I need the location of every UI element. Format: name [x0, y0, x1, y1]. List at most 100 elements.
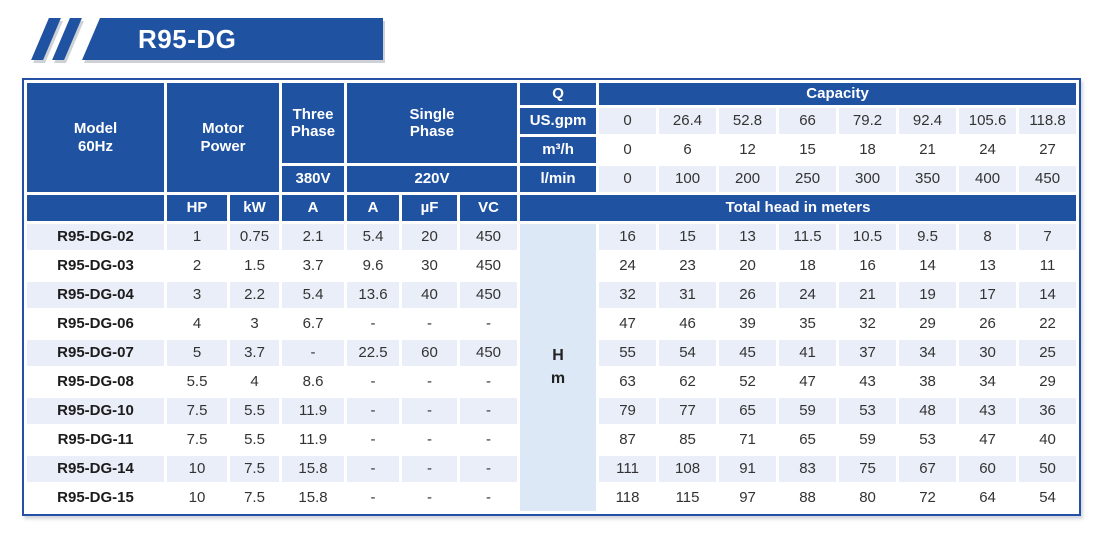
head-value-cell: 65	[799, 431, 816, 449]
capacity-value-cell: 26.4	[659, 108, 717, 134]
head-value-cell: 54	[659, 340, 717, 366]
spec-row: R95-DG-08 5.5 4 8.6 - - - 63 62 52 47 43 38 34 29	[27, 369, 1076, 395]
a-single-cell: 13.6	[347, 282, 400, 308]
kw-cell: 7.5	[230, 456, 280, 482]
model-cell: R95-DG-14	[27, 456, 164, 482]
vc-cell: -	[460, 398, 518, 424]
head-value-cell: 13	[979, 257, 996, 275]
spec-row: R95-DG-14 10 7.5 15.8- - -111 108 91 83 75 67 60 50	[27, 456, 1077, 482]
capacity-value-cell: 79.2	[839, 108, 897, 134]
head-value-cell: 59	[779, 398, 837, 424]
head-value-cell: 62	[679, 373, 696, 391]
header-row-1: Model 60Hz Motor Power Three Phase Singl…	[27, 83, 1077, 192]
usgpm-label: US.gpm	[520, 108, 597, 134]
head-value-cell: 26	[719, 282, 777, 308]
a-single-cell: 9.6	[362, 257, 384, 275]
head-value-cell: 24	[779, 282, 837, 308]
capacity-row-lmin: 380V 220V l/min 0 100 200 250 300 350 400 450	[27, 166, 1077, 192]
uf-cell: 20	[402, 224, 458, 250]
a-three-cell: 6.7	[302, 315, 324, 333]
head-value-cell: 88	[799, 489, 816, 507]
kw-cell: 0.75	[230, 224, 280, 250]
a-three-cell: 5.4	[282, 282, 345, 308]
capacity-value-cell: 12	[739, 141, 756, 159]
vc-cell: 450	[476, 257, 502, 275]
vc-cell: 450	[460, 224, 518, 250]
uf-cell: -	[427, 489, 433, 507]
head-value-cell: 20	[739, 257, 756, 275]
head-value-cell: 14	[1019, 282, 1077, 308]
model-header: Model 60Hz	[27, 83, 164, 192]
a-single-cell: -	[370, 373, 376, 391]
head-value-cell: 16	[599, 224, 657, 250]
head-value-cell: 29	[1039, 373, 1056, 391]
head-value-cell: 37	[839, 340, 897, 366]
head-value-cell: 67	[899, 456, 957, 482]
spec-row: R95-DG-03 2 1.5 3.7 9.6 30 450 24 23 20 18 16 14 13 11	[27, 253, 1076, 279]
spec-row: R95-DG-11 7.5 5.5 11.9 - - - 87 85 71 65 59 53 47 40	[27, 427, 1076, 453]
capacity-value-cell: 0	[623, 141, 632, 159]
head-value-cell: 21	[839, 282, 897, 308]
vc-cell: -	[486, 489, 492, 507]
head-value-cell: 72	[919, 489, 936, 507]
vc-header: VC	[460, 195, 518, 221]
head-value-cell: 108	[659, 456, 717, 482]
head-value-cell: 43	[959, 398, 1017, 424]
head-value-cell: 25	[1019, 340, 1077, 366]
pump-spec-table: Model 60Hz Motor Power Three Phase Singl…	[22, 78, 1082, 516]
spec-row: R95-DG-04 3 2.2 5.4 13.6 40 450 32 31 26 24 21 19 17 1…	[27, 282, 1077, 308]
a-three-cell: 8.6	[302, 373, 324, 391]
head-value-cell: 15	[659, 224, 717, 250]
head-value-cell: 29	[919, 315, 936, 333]
head-value-cell: 80	[859, 489, 876, 507]
kw-header: kW	[230, 195, 280, 221]
capacity-value-cell: 27	[1039, 141, 1056, 159]
v380-label: 380V	[282, 166, 345, 192]
kw-cell: 4	[250, 373, 259, 391]
vc-cell: 450	[460, 340, 518, 366]
head-value-cell: 38	[919, 373, 936, 391]
head-value-cell: 13	[719, 224, 777, 250]
hp-cell: 4	[192, 315, 202, 333]
a-single-cell: 5.4	[347, 224, 400, 250]
spec-row: R95-DG-06 4 3 6.7 - - - 47 46 39 35 32 29 26 22	[27, 311, 1076, 337]
head-value-cell: 47	[619, 315, 636, 333]
a-single-cell: -	[347, 398, 400, 424]
a-single-cell: -	[370, 431, 376, 449]
spec-row: R95-DG-15 10 7.5 15.8 - - - 118 115 97 88 80 72 64 54	[27, 485, 1076, 511]
capacity-header: Capacity	[599, 83, 1077, 105]
head-value-cell: 32	[859, 315, 876, 333]
hp-cell: 5	[167, 340, 227, 366]
model-cell: R95-DG-04	[27, 282, 164, 308]
head-value-cell: 59	[859, 431, 876, 449]
head-value-cell: 22	[1039, 315, 1056, 333]
model-subheader-spacer	[27, 195, 164, 221]
spec-row: R95-DG-10 7.5 5.5 11.9- - -79 77 65 59 53 48 43 36	[27, 398, 1077, 424]
head-value-cell: 63	[619, 373, 636, 391]
head-value-cell: 41	[779, 340, 837, 366]
uf-cell: 30	[421, 257, 438, 275]
kw-cell: 7.5	[244, 489, 265, 507]
uf-cell: -	[427, 431, 433, 449]
a-three-cell: 11.9	[282, 398, 345, 424]
model-cell: R95-DG-02	[27, 224, 164, 250]
capacity-value-cell: 66	[779, 108, 837, 134]
a-three-cell: 15.8	[282, 456, 345, 482]
hp-cell: 7.5	[167, 398, 227, 424]
a-single-cell: 22.5	[347, 340, 400, 366]
head-value-cell: 7	[1019, 224, 1077, 250]
lmin-label: l/min	[520, 166, 597, 192]
model-cell: R95-DG-03	[57, 257, 134, 275]
hp-cell: 1	[167, 224, 227, 250]
head-value-cell: 65	[719, 398, 777, 424]
head-value-cell: 115	[675, 489, 700, 507]
capacity-value-cell: 250	[779, 166, 837, 192]
head-value-cell: 50	[1019, 456, 1077, 482]
capacity-value-cell: 0	[599, 108, 657, 134]
motor-power-header: Motor Power	[167, 83, 280, 192]
head-value-cell: 45	[719, 340, 777, 366]
head-value-cell: 26	[979, 315, 996, 333]
head-value-cell: 60	[959, 456, 1017, 482]
head-value-cell: 71	[739, 431, 756, 449]
head-value-cell: 16	[859, 257, 876, 275]
